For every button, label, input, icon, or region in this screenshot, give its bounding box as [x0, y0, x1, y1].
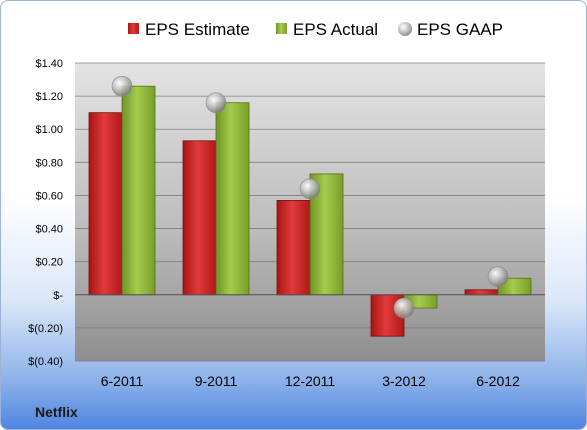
- legend-swatch-gaap: [398, 22, 412, 36]
- y-tick-label: $1.00: [35, 124, 63, 136]
- x-tick-label: 12-2011: [285, 373, 336, 389]
- y-tick-label: $(0.40): [28, 356, 63, 368]
- bar-eps-estimate: [88, 112, 123, 296]
- legend-label-actual: EPS Actual: [293, 20, 378, 39]
- legend-label-gaap: EPS GAAP: [417, 20, 503, 39]
- bar-eps-estimate: [182, 140, 217, 296]
- x-tick-label: 6-2012: [476, 373, 520, 389]
- legend-swatch-actual: [276, 23, 287, 34]
- bar-eps-actual: [215, 102, 250, 296]
- y-tick-label: $0.20: [35, 257, 63, 269]
- y-tick-label: $-: [53, 290, 63, 302]
- legend-item-estimate: EPS Estimate: [128, 20, 250, 39]
- marker-eps-gaap: [299, 178, 321, 200]
- bars: [88, 85, 532, 337]
- marker-eps-gaap: [487, 266, 509, 287]
- company-label: Netflix: [35, 404, 78, 420]
- marker-eps-gaap: [393, 297, 415, 319]
- y-tick-label: $1.40: [35, 58, 63, 70]
- legend-item-actual: EPS Actual: [276, 20, 378, 39]
- y-tick-label: $0.60: [35, 190, 63, 202]
- x-tick-label: 3-2012: [382, 373, 426, 389]
- y-tick-label: $(0.20): [28, 323, 63, 335]
- x-tick-label: 6-2011: [101, 373, 144, 389]
- legend-label-estimate: EPS Estimate: [145, 20, 250, 39]
- bar-eps-estimate: [276, 200, 311, 296]
- y-tick-label: $0.40: [35, 224, 63, 236]
- bar-eps-actual: [121, 85, 156, 296]
- gaap-markers: [111, 75, 509, 319]
- y-axis-ticks: $(0.40) $(0.20) $- $0.20 $0.40 $0.60 $0.80 $1.0…: [28, 58, 63, 368]
- marker-eps-gaap: [111, 75, 133, 97]
- bar-eps-estimate: [464, 289, 499, 296]
- legend: EPS Estimate EPS Actual EPS GAAP: [128, 20, 503, 39]
- y-tick-label: $0.80: [35, 157, 63, 169]
- legend-item-gaap: EPS GAAP: [398, 20, 503, 39]
- y-tick-label: $1.20: [35, 91, 63, 103]
- x-axis-ticks: 6-2011 9-2011 12-2011 3-2012 6-2012: [101, 373, 520, 389]
- x-tick-label: 9-2011: [195, 373, 238, 389]
- legend-swatch-estimate: [128, 23, 139, 34]
- marker-eps-gaap: [205, 92, 227, 114]
